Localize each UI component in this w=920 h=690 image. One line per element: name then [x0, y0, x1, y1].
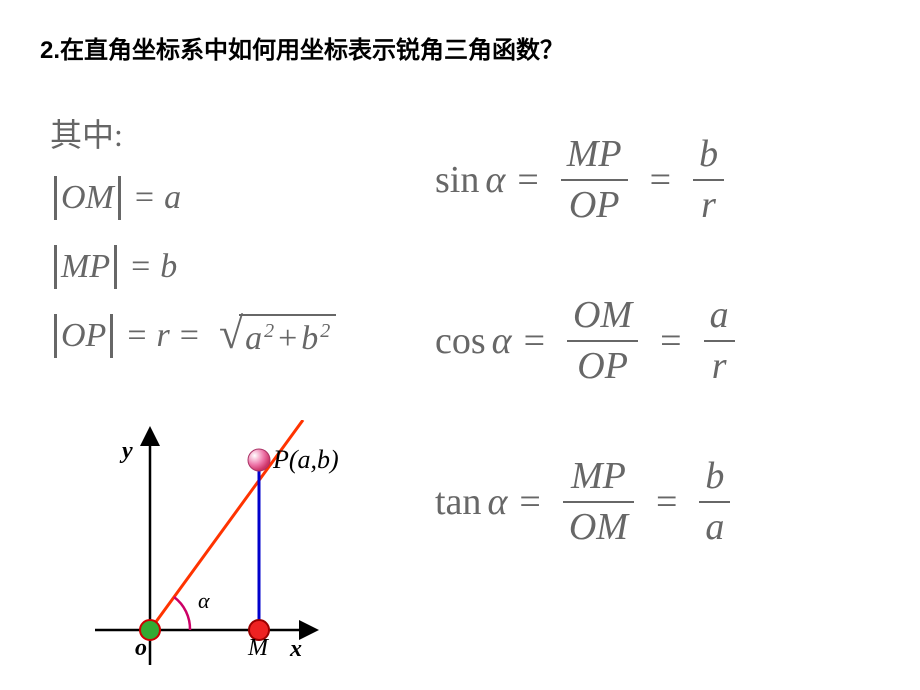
label-origin: o	[135, 635, 147, 662]
denominator: OP	[563, 181, 626, 230]
label-point-m: M	[248, 635, 268, 662]
equals-sign: =	[650, 158, 671, 202]
angle-arc	[174, 597, 190, 630]
frac-om-op: OM OP	[567, 291, 638, 392]
eq-cos: cos α = OM OP = a r	[435, 291, 895, 392]
numerator: b	[699, 452, 730, 501]
numerator: OM	[567, 291, 638, 340]
label-point-p: P(a,b)	[273, 445, 339, 475]
equals-sign: =	[656, 480, 677, 524]
var-mp: MP	[61, 248, 110, 286]
denominator: OM	[563, 503, 634, 552]
sqrt-expr: √ a2 + b2	[219, 314, 336, 358]
frac-a-r: a r	[704, 291, 735, 392]
abs-bar-icon	[54, 176, 57, 220]
abs-bar-icon	[54, 314, 57, 358]
equals-sign: =	[519, 480, 540, 524]
numerator: a	[704, 291, 735, 340]
equals-sign: =	[131, 248, 150, 286]
val-a: a	[164, 179, 181, 217]
equals-sign: =	[180, 317, 199, 355]
coordinate-diagram: y o M x α P(a,b)	[95, 420, 355, 680]
arg-alpha: α	[485, 158, 505, 202]
equals-sign: =	[517, 158, 538, 202]
equals-sign: =	[660, 319, 681, 363]
equals-sign: =	[524, 319, 545, 363]
denominator: r	[695, 181, 722, 230]
label-x-axis: x	[290, 636, 302, 663]
frac-b-a: b a	[699, 452, 730, 553]
abs-bar-icon	[54, 245, 57, 289]
arg-alpha: α	[492, 319, 512, 363]
eq-om: OM = a	[50, 176, 430, 220]
heading: 2.在直角坐标系中如何用坐标表示锐角三角函数？	[40, 30, 564, 65]
intro-text: 其中:	[50, 110, 430, 156]
denominator: r	[706, 342, 733, 391]
eq-mp: MP = b	[50, 245, 430, 289]
equals-sign: =	[135, 179, 154, 217]
fn-sin: sin	[435, 158, 479, 202]
arg-alpha: α	[487, 480, 507, 524]
equals-sign: =	[127, 317, 146, 355]
label-angle-alpha: α	[198, 588, 210, 614]
eq-tan: tan α = MP OM = b a	[435, 452, 895, 553]
var-om: OM	[61, 179, 114, 217]
sup-2: 2	[320, 320, 330, 343]
right-column: sin α = MP OP = b r cos α = OM OP = a r	[435, 130, 895, 612]
sup-2: 2	[264, 320, 274, 343]
left-column: 其中: OM = a MP = b OP = r = √ a2 + b2	[50, 110, 430, 383]
var-op: OP	[61, 317, 106, 355]
denominator: a	[699, 503, 730, 552]
frac-mp-op: MP OP	[561, 130, 628, 231]
abs-bar-icon	[114, 245, 117, 289]
point-p-dot	[248, 449, 270, 471]
eq-sin: sin α = MP OP = b r	[435, 130, 895, 231]
fn-cos: cos	[435, 319, 486, 363]
radicand: a2 + b2	[239, 314, 336, 358]
numerator: b	[693, 130, 724, 179]
fn-tan: tan	[435, 480, 481, 524]
val-b: b	[160, 248, 177, 286]
denominator: OP	[571, 342, 634, 391]
plus-sign: +	[278, 320, 297, 358]
numerator: MP	[561, 130, 628, 179]
eq-op: OP = r = √ a2 + b2	[50, 314, 430, 358]
numerator: MP	[565, 452, 632, 501]
label-y-axis: y	[122, 438, 133, 465]
abs-bar-icon	[118, 176, 121, 220]
abs-bar-icon	[110, 314, 113, 358]
val-r: r	[157, 317, 170, 355]
term-a: a	[245, 320, 262, 358]
frac-mp-om: MP OM	[563, 452, 634, 553]
term-b: b	[301, 320, 318, 358]
frac-b-r: b r	[693, 130, 724, 231]
